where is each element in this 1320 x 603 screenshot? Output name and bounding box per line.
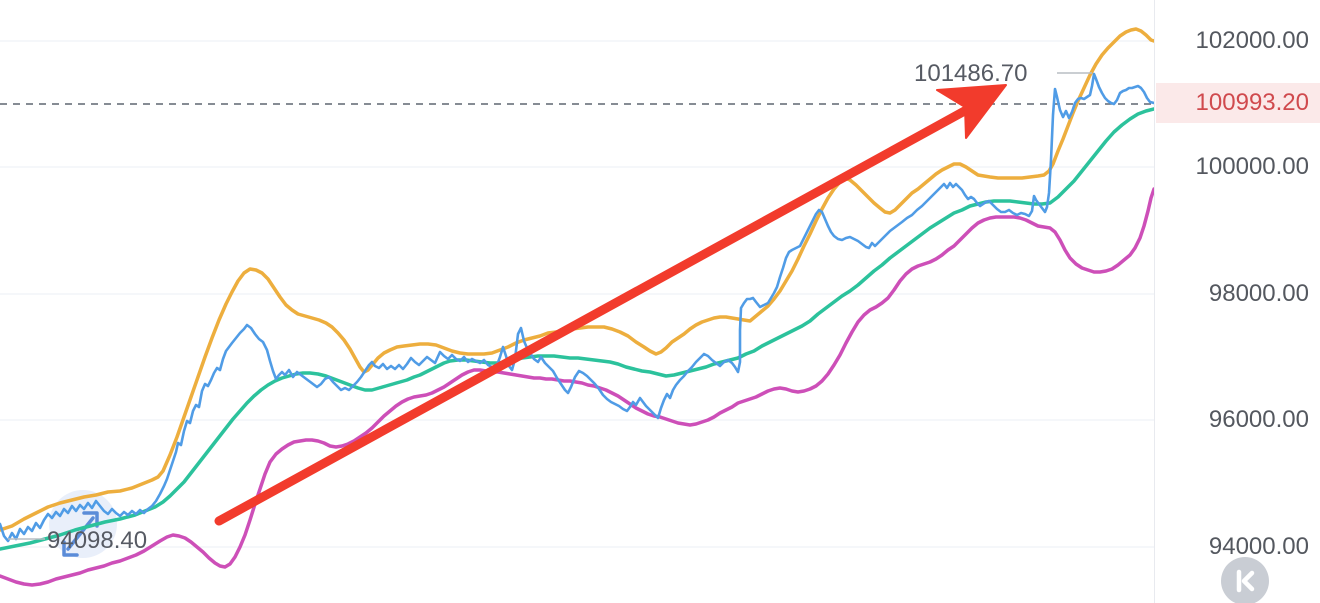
high-price-annotation: 101486.70 [914, 60, 1028, 87]
k-logo-badge [1221, 557, 1269, 603]
middle-band-line [0, 107, 1154, 551]
current-price-badge: 100993.20 [1156, 83, 1320, 123]
mini-arrow-head [82, 511, 99, 528]
mini-arrow-annotation [66, 516, 95, 551]
axis-tick-label: 94000.00 [1208, 533, 1309, 560]
axis-tick-label: 98000.00 [1208, 280, 1309, 307]
k-logo-icon [1236, 569, 1255, 593]
red-trend-arrow [214, 103, 975, 526]
price-axis[interactable]: 100993.20 102000.00 100000.00 98000.00 9600… [1154, 0, 1320, 603]
price-line [0, 72, 1154, 543]
price-chart[interactable] [0, 0, 1154, 603]
mini-arrow-head [62, 540, 79, 557]
red-trend-arrow-head [936, 84, 1007, 139]
low-price-annotation: 94098.40 [47, 527, 148, 554]
axis-tick-label: 96000.00 [1208, 406, 1309, 433]
axis-tick-label: 102000.00 [1195, 27, 1309, 54]
axis-tick-label: 100000.00 [1195, 153, 1309, 180]
lower-band-line [0, 187, 1154, 587]
upper-band-line [0, 27, 1154, 532]
